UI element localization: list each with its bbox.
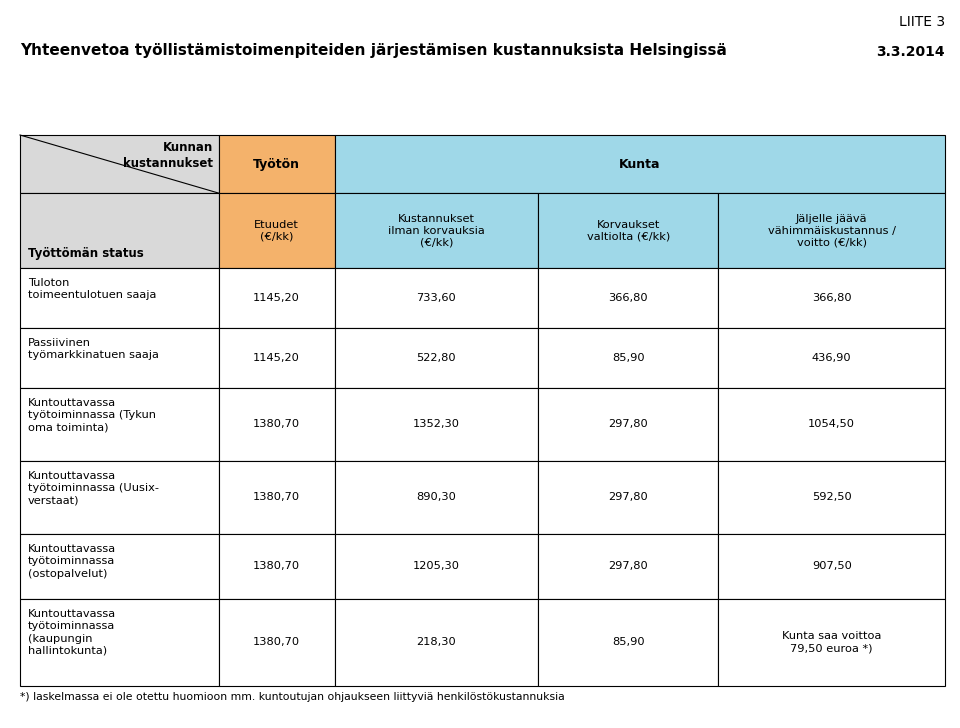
Bar	[718, 268, 945, 328]
Text: Kunta saa voittoa
79,50 euroa *): Kunta saa voittoa 79,50 euroa *)	[782, 631, 881, 653]
Text: Kustannukset
ilman korvauksia
(€/kk): Kustannukset ilman korvauksia (€/kk)	[388, 213, 485, 248]
Text: 733,60: 733,60	[417, 293, 456, 303]
Text: 218,30: 218,30	[417, 638, 456, 647]
Bar	[334, 598, 538, 686]
Text: *) laskelmassa ei ole otettu huomioon mm. kuntoutujan ohjaukseen liittyviä henki: *) laskelmassa ei ole otettu huomioon mm…	[20, 692, 564, 702]
Bar	[538, 328, 718, 387]
Text: 366,80: 366,80	[609, 293, 648, 303]
Text: Yhteenvetoa työllistämistoimenpiteiden järjestämisen kustannuksista Helsingissä: Yhteenvetoa työllistämistoimenpiteiden j…	[20, 42, 727, 58]
Text: 1145,20: 1145,20	[253, 293, 300, 303]
Text: 1380,70: 1380,70	[253, 492, 300, 502]
Text: 1054,50: 1054,50	[808, 419, 855, 430]
Text: Etuudet
(€/kk): Etuudet (€/kk)	[254, 220, 300, 242]
Bar	[219, 193, 334, 268]
Bar	[219, 461, 334, 534]
Text: 1380,70: 1380,70	[253, 419, 300, 430]
Bar	[334, 387, 538, 461]
Bar	[20, 534, 219, 598]
Text: 907,50: 907,50	[812, 561, 852, 571]
Bar	[718, 534, 945, 598]
Bar	[718, 461, 945, 534]
Text: 3.3.2014: 3.3.2014	[876, 45, 945, 59]
Bar	[20, 268, 219, 328]
Bar	[20, 193, 219, 268]
Text: Korvaukset
valtiolta (€/kk): Korvaukset valtiolta (€/kk)	[587, 220, 670, 242]
Text: 1352,30: 1352,30	[413, 419, 460, 430]
Bar	[219, 268, 334, 328]
Text: 297,80: 297,80	[609, 419, 648, 430]
Bar	[219, 135, 334, 193]
Text: 85,90: 85,90	[612, 353, 644, 363]
Bar	[538, 193, 718, 268]
Text: 592,50: 592,50	[812, 492, 852, 502]
Bar	[20, 328, 219, 387]
Bar	[219, 598, 334, 686]
Bar	[538, 461, 718, 534]
Bar	[538, 387, 718, 461]
Bar	[538, 268, 718, 328]
Bar	[538, 598, 718, 686]
Bar	[20, 387, 219, 461]
Bar	[718, 328, 945, 387]
Text: Tuloton
toimeentulotuen saaja: Tuloton toimeentulotuen saaja	[28, 278, 156, 301]
Text: 1380,70: 1380,70	[253, 561, 300, 571]
Text: 366,80: 366,80	[812, 293, 852, 303]
Bar	[219, 328, 334, 387]
Bar	[718, 387, 945, 461]
Text: Työttömän status: Työttömän status	[28, 247, 144, 260]
Bar	[334, 328, 538, 387]
Bar	[219, 534, 334, 598]
Text: 85,90: 85,90	[612, 638, 644, 647]
Bar	[334, 135, 945, 193]
Text: 1145,20: 1145,20	[253, 353, 300, 363]
Text: 522,80: 522,80	[417, 353, 456, 363]
Text: 890,30: 890,30	[417, 492, 456, 502]
Bar	[20, 461, 219, 534]
Text: Kuntouttavassa
työtoiminnassa (Uusix-
verstaat): Kuntouttavassa työtoiminnassa (Uusix- ve…	[28, 471, 159, 505]
Text: Jäljelle jäävä
vähimmäiskustannus /
voitto (€/kk): Jäljelle jäävä vähimmäiskustannus / voit…	[768, 213, 896, 248]
Text: Passiivinen
työmarkkinatuen saaja: Passiivinen työmarkkinatuen saaja	[28, 338, 158, 360]
Text: LIITE 3: LIITE 3	[899, 15, 945, 29]
Text: 1205,30: 1205,30	[413, 561, 460, 571]
Text: Kuntouttavassa
työtoiminnassa (Tykun
oma toiminta): Kuntouttavassa työtoiminnassa (Tykun oma…	[28, 397, 156, 432]
Bar	[334, 193, 538, 268]
Text: 297,80: 297,80	[609, 492, 648, 502]
Text: 297,80: 297,80	[609, 561, 648, 571]
Bar	[718, 193, 945, 268]
Bar	[219, 387, 334, 461]
Text: Kunnan
kustannukset: Kunnan kustannukset	[123, 141, 213, 170]
Bar	[718, 598, 945, 686]
Bar	[334, 534, 538, 598]
Text: Kunta: Kunta	[619, 157, 660, 170]
Bar	[538, 534, 718, 598]
Text: Kuntouttavassa
työtoiminnassa
(ostopalvelut): Kuntouttavassa työtoiminnassa (ostopalve…	[28, 544, 116, 579]
Text: Työtön: Työtön	[253, 157, 300, 170]
Bar	[334, 461, 538, 534]
Text: 1380,70: 1380,70	[253, 638, 300, 647]
Bar	[334, 268, 538, 328]
Bar	[20, 598, 219, 686]
Bar	[20, 135, 219, 193]
Text: Kuntouttavassa
työtoiminnassa
(kaupungin
hallintokunta): Kuntouttavassa työtoiminnassa (kaupungin…	[28, 609, 116, 656]
Text: 436,90: 436,90	[812, 353, 852, 363]
